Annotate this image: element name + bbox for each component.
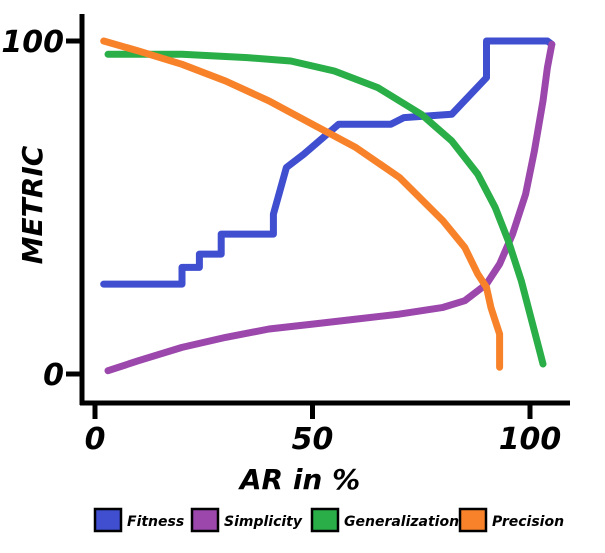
legend-swatch-fitness [93,507,123,533]
x-tick-label: 0 [85,422,106,457]
y-tick-label: 100 [1,25,64,60]
tick-layer: 0 100 0 50 100 [1,25,561,457]
legend-swatch-precision [458,507,488,533]
series-line-fitness [100,37,556,288]
y-tick-label: 0 [43,358,64,393]
x-tick-label: 100 [499,422,562,457]
series-line-precision [100,37,504,371]
y-axis-title: METRIC [16,145,49,264]
legend-label-generalization: Generalization [344,514,459,530]
legend-swatch-generalization [310,507,340,533]
series-layer [100,37,556,375]
legend-label-precision: Precision [492,514,564,530]
legend-swatch-simplicity [190,507,220,533]
series-line-simplicity [104,40,556,375]
x-axis-title: AR in % [238,463,360,496]
series-line-generalization [104,50,547,368]
legend: Fitness Simplicity Generalization Precision [93,507,564,533]
x-tick-label: 50 [292,422,334,457]
legend-label-fitness: Fitness [127,514,184,530]
legend-label-simplicity: Simplicity [224,514,303,530]
